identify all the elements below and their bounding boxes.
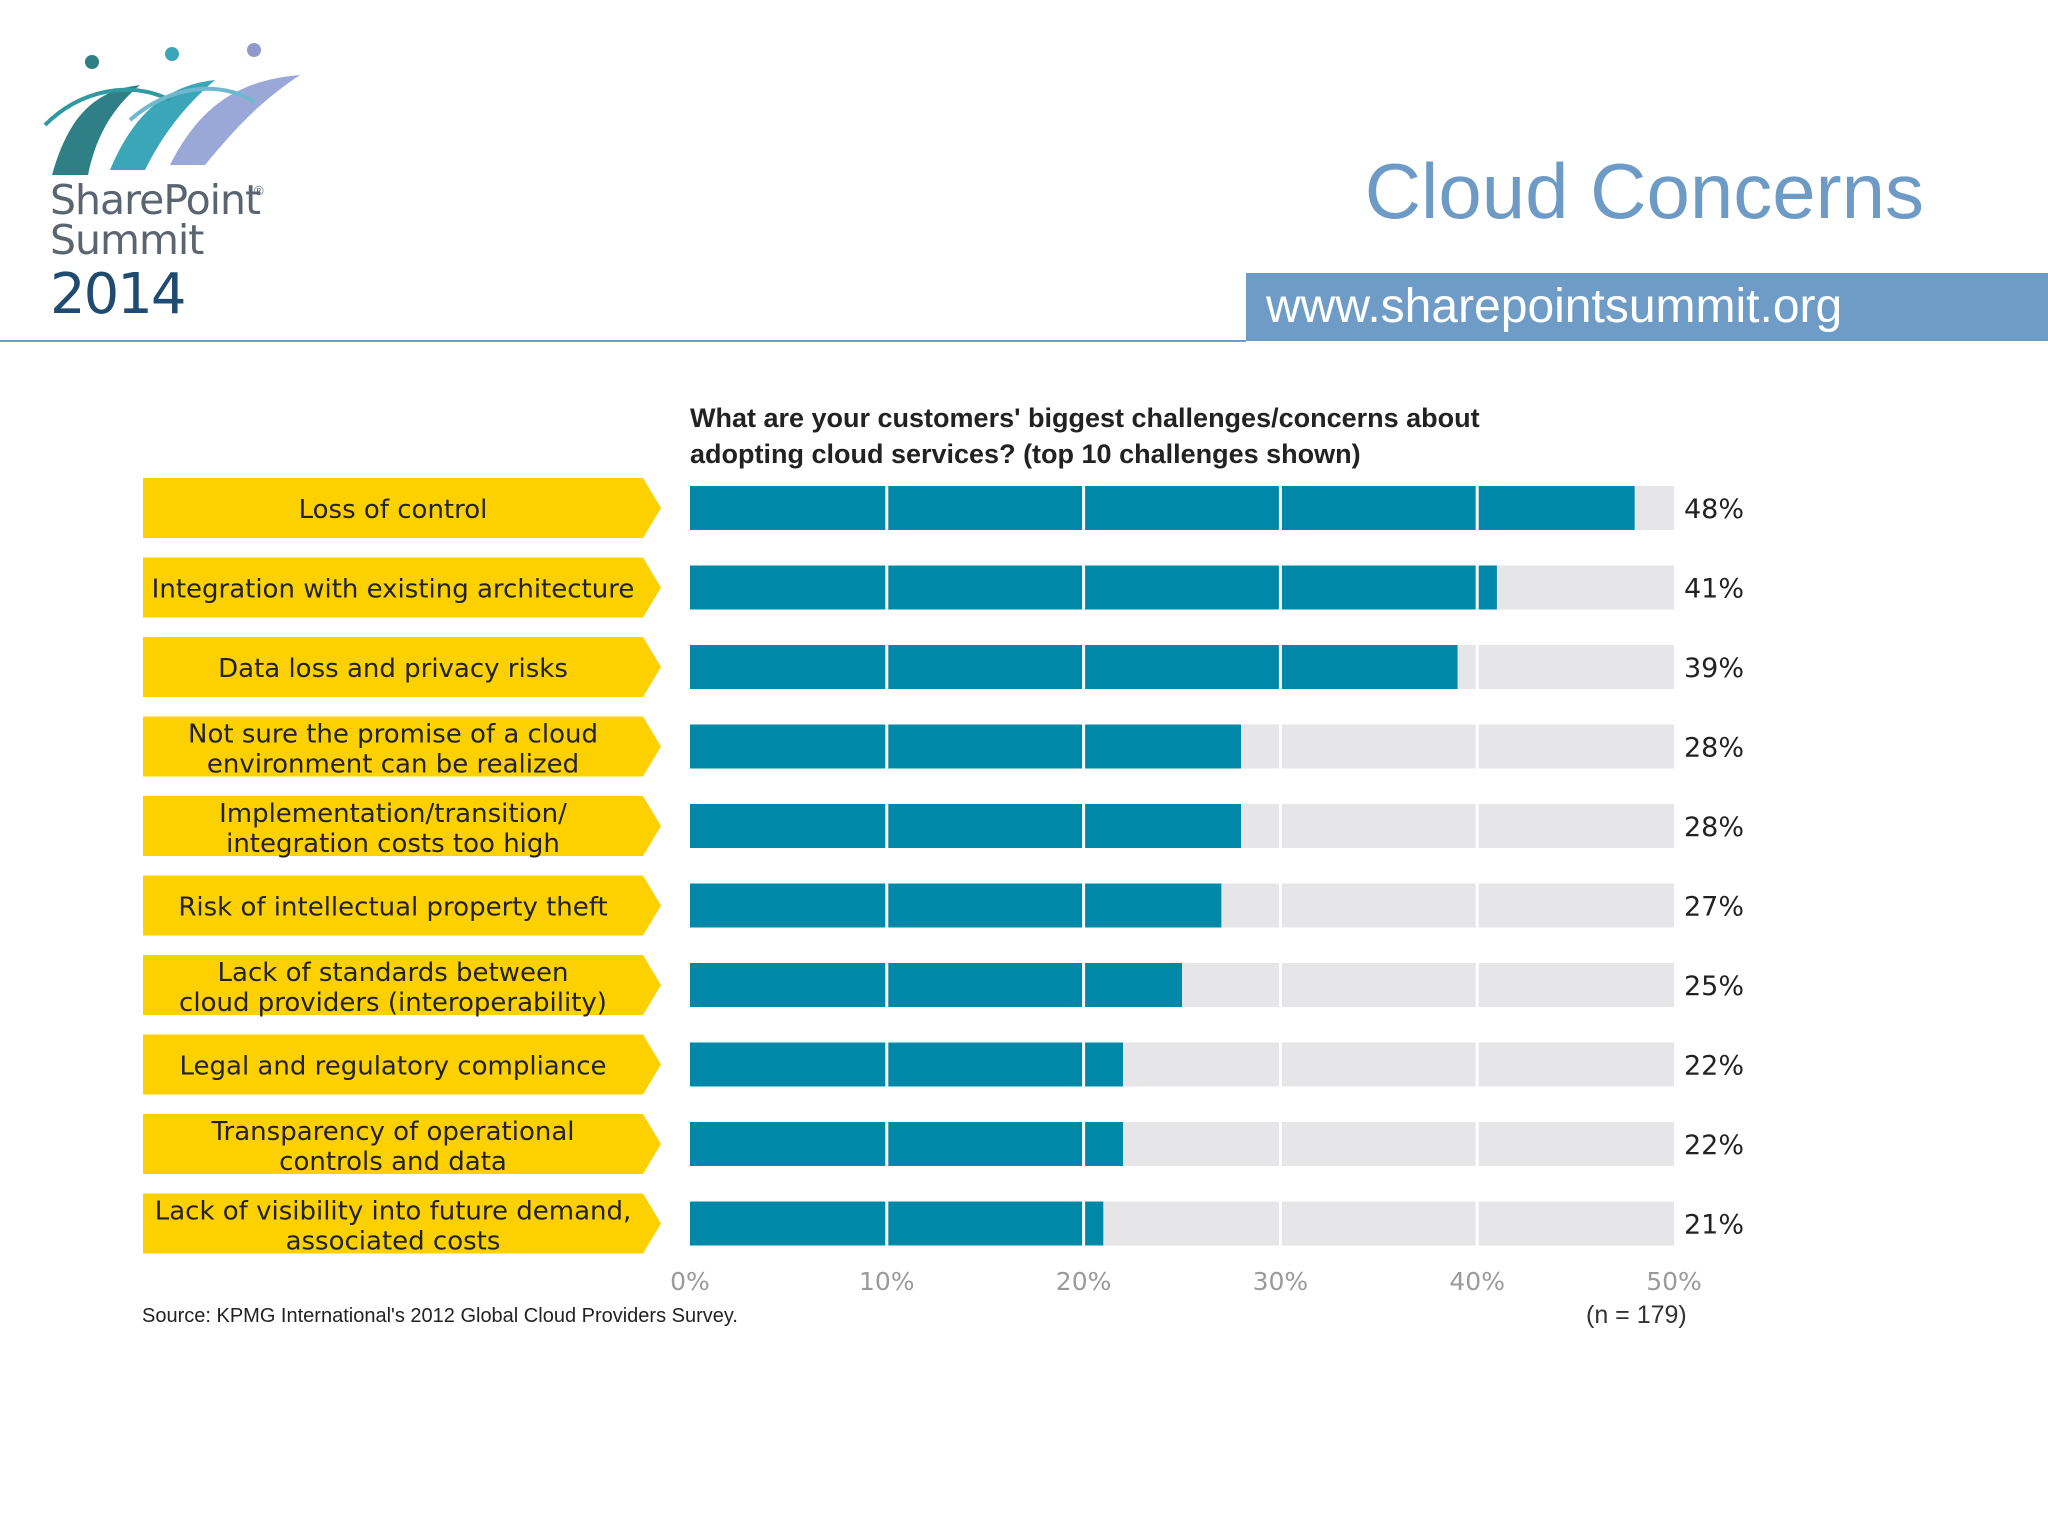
x-tick-label: 40% — [1449, 1267, 1505, 1296]
bar — [690, 1201, 1104, 1246]
logo-registered-mark: ® — [254, 183, 264, 198]
category-label: Legal and regulatory compliance — [179, 1052, 606, 1082]
bar — [690, 486, 1635, 530]
category-label: associated costs — [286, 1227, 501, 1257]
category-label: Lack of visibility into future demand, — [155, 1197, 632, 1227]
category-label: Lack of standards between — [218, 958, 569, 988]
category-label: Implementation/transition/ — [219, 799, 567, 829]
bar — [690, 1042, 1123, 1087]
x-tick-label: 50% — [1646, 1267, 1702, 1296]
source-note: Source: KPMG International's 2012 Global… — [142, 1305, 738, 1327]
value-label: 28% — [1684, 733, 1744, 764]
category-label-box — [143, 637, 661, 697]
category-label: Integration with existing architecture — [152, 575, 635, 605]
value-label: 39% — [1684, 653, 1744, 684]
category-label: Loss of control — [299, 495, 488, 525]
category-label: Data loss and privacy risks — [218, 654, 568, 684]
sample-size-note: (n = 179) — [1586, 1301, 1687, 1329]
bar — [690, 645, 1458, 689]
category-label-box — [143, 1193, 661, 1254]
chart-title: What are your customers' biggest challen… — [690, 403, 1480, 469]
logo-subtitle-text: Summit — [50, 216, 204, 264]
x-tick-label: 30% — [1253, 1267, 1309, 1296]
slide-title: Cloud Concerns — [1364, 147, 1924, 235]
x-tick-label: 10% — [859, 1267, 915, 1296]
value-label: 48% — [1684, 494, 1744, 525]
category-label-box — [143, 716, 661, 777]
category-label-box — [143, 796, 661, 856]
header-divider — [0, 340, 1246, 342]
url-text: www.sharepointsummit.org — [1266, 280, 1843, 333]
logo-brand-text: SharePoint — [50, 176, 261, 224]
category-label: Transparency of operational — [211, 1117, 575, 1147]
logo-figures-icon — [43, 43, 300, 175]
category-label: controls and data — [279, 1147, 507, 1177]
bar — [690, 963, 1182, 1007]
bar — [690, 883, 1222, 928]
category-label-box — [143, 875, 661, 936]
value-label: 25% — [1684, 971, 1744, 1002]
category-label: environment can be realized — [207, 750, 579, 780]
sharepoint-summit-logo — [40, 40, 330, 330]
category-label: Risk of intellectual property theft — [178, 893, 607, 923]
bar — [690, 1122, 1123, 1166]
category-label-box — [143, 1114, 661, 1174]
category-label-box — [143, 955, 661, 1015]
url-banner: www.sharepointsummit.org — [1246, 273, 2048, 341]
value-label: 41% — [1684, 574, 1744, 605]
value-label: 21% — [1684, 1210, 1744, 1241]
category-label: Not sure the promise of a cloud — [188, 720, 598, 750]
bar — [690, 724, 1242, 769]
value-label: 22% — [1684, 1051, 1744, 1082]
category-label-box — [143, 478, 661, 538]
category-label-box — [143, 1034, 661, 1095]
x-tick-label: 0% — [670, 1267, 710, 1296]
category-label-box — [143, 557, 661, 618]
category-label: integration costs too high — [226, 829, 560, 859]
bar — [690, 804, 1242, 848]
value-label: 28% — [1684, 812, 1744, 843]
logo-year-text: 2014 — [50, 262, 187, 327]
value-label: 27% — [1684, 892, 1744, 923]
x-tick-label: 20% — [1056, 1267, 1112, 1296]
bar — [690, 565, 1497, 610]
category-label: cloud providers (interoperability) — [179, 988, 607, 1018]
value-label: 22% — [1684, 1130, 1744, 1161]
